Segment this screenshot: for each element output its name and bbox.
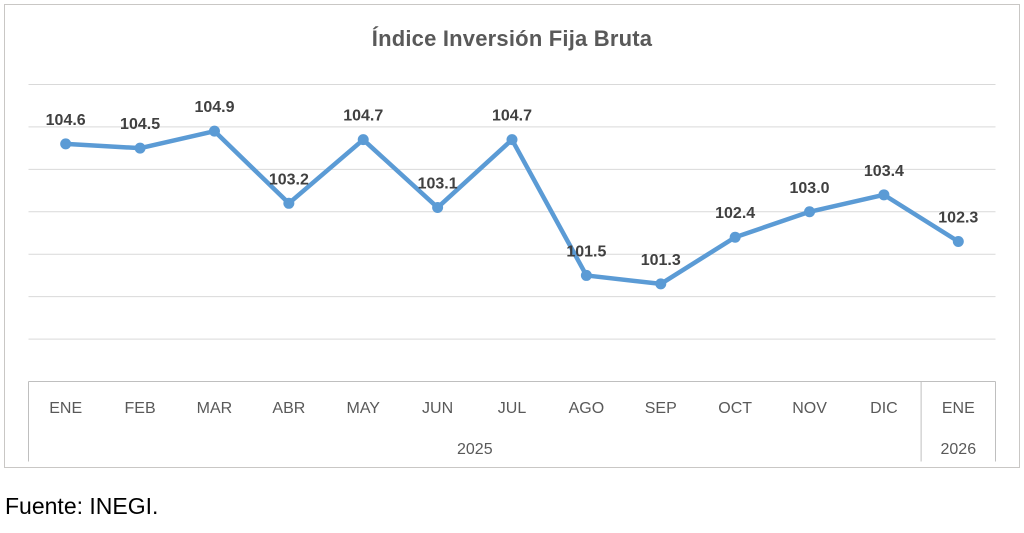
data-point-label: 103.1 xyxy=(418,176,458,193)
data-point-label: 103.0 xyxy=(790,180,830,197)
data-point-marker xyxy=(208,125,220,137)
x-tick-label: SEP xyxy=(645,400,677,417)
data-point-marker xyxy=(878,189,890,201)
x-tick-label: NOV xyxy=(792,400,827,417)
x-group-label: 2026 xyxy=(941,441,977,458)
x-tick-label: DIC xyxy=(870,400,898,417)
data-point-marker xyxy=(357,134,369,146)
data-point-label: 101.3 xyxy=(641,252,681,269)
data-point-label: 104.7 xyxy=(343,108,383,125)
x-tick-label: MAR xyxy=(197,400,233,417)
data-point-marker xyxy=(580,269,592,281)
data-point-label: 104.6 xyxy=(46,112,86,129)
data-point-marker xyxy=(729,231,741,243)
x-group-label: 2025 xyxy=(457,441,493,458)
chart-title: Índice Inversión Fija Bruta xyxy=(371,26,653,51)
x-tick-label: AGO xyxy=(569,400,605,417)
data-point-label: 101.5 xyxy=(566,243,606,260)
data-point-marker xyxy=(134,142,146,154)
data-point-marker xyxy=(506,134,518,146)
x-tick-label: ENE xyxy=(942,400,975,417)
x-tick-label: JUN xyxy=(422,400,453,417)
data-point-label: 103.4 xyxy=(864,163,904,180)
data-point-marker xyxy=(804,206,816,218)
x-tick-label: MAY xyxy=(346,400,380,417)
data-point-label: 104.5 xyxy=(120,116,160,133)
data-point-marker xyxy=(432,202,444,214)
data-point-label: 103.2 xyxy=(269,171,309,188)
data-point-label: 104.7 xyxy=(492,108,532,125)
x-tick-label: ENE xyxy=(49,400,82,417)
x-tick-label: ABR xyxy=(272,400,305,417)
chart-border xyxy=(4,4,1020,468)
x-tick-label: OCT xyxy=(718,400,752,417)
x-tick-label: JUL xyxy=(498,400,527,417)
data-point-label: 104.9 xyxy=(194,99,234,116)
x-tick-label: FEB xyxy=(125,400,156,417)
data-point-marker xyxy=(655,278,667,290)
data-point-marker xyxy=(283,197,295,209)
data-point-label: 102.3 xyxy=(938,209,978,226)
source-note: Fuente: INEGI. xyxy=(5,493,159,519)
series-line xyxy=(63,128,961,287)
data-point-marker xyxy=(60,138,72,150)
data-point-label: 102.4 xyxy=(715,205,755,222)
data-point-marker xyxy=(952,235,964,247)
